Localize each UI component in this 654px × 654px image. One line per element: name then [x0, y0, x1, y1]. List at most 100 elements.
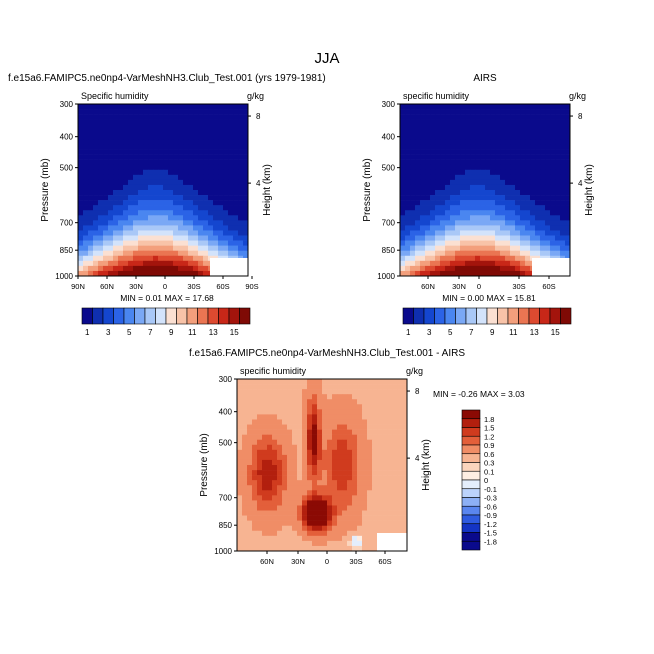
contour-cell [103, 200, 109, 206]
contour-cell [143, 129, 149, 135]
contour-cell [242, 414, 248, 420]
contour-cell [347, 490, 353, 496]
contour-cell [133, 255, 139, 262]
contour-cell [450, 184, 456, 191]
contour-cell [540, 174, 546, 181]
contour-cell [372, 520, 378, 527]
contour-cell [485, 245, 491, 252]
contour-cell [148, 260, 154, 267]
contour-cell [88, 205, 94, 211]
contour-cell [397, 470, 403, 476]
contour-cell [377, 424, 383, 430]
contour-cell [233, 230, 239, 236]
contour-cell [257, 485, 263, 491]
contour-cell [480, 144, 486, 150]
contour-cell [238, 134, 244, 140]
contour-cell [555, 240, 561, 246]
colorbar-label: 0.6 [484, 450, 494, 459]
contour-cell [400, 134, 406, 140]
contour-cell [297, 470, 303, 476]
contour-cell [83, 114, 89, 120]
contour-cell [460, 230, 466, 236]
contour-cell [193, 109, 199, 115]
contour-cell [322, 384, 328, 390]
contour-cell [272, 505, 278, 511]
contour-cell [237, 485, 243, 491]
contour-cell [540, 250, 546, 257]
contour-cell [387, 409, 393, 415]
contour-cell [505, 149, 511, 155]
contour-cell [322, 505, 328, 511]
y-tick-label: 700 [219, 494, 233, 503]
contour-cell [103, 225, 109, 231]
contour-cell [148, 225, 154, 231]
contour-cell [252, 384, 258, 390]
contour-cell [490, 104, 496, 110]
contour-cell [337, 530, 343, 537]
contour-cell [178, 129, 184, 135]
contour-cell [143, 190, 149, 196]
contour-cell [337, 525, 343, 532]
contour-cell [485, 205, 491, 211]
contour-cell [118, 240, 124, 246]
contour-cell [193, 255, 199, 262]
contour-cell [277, 470, 283, 476]
contour-cell [382, 515, 388, 521]
contour-cell [163, 129, 169, 135]
contour-cell [565, 134, 571, 140]
contour-cell [535, 144, 541, 150]
contour-cell [223, 129, 229, 135]
contour-cell [530, 245, 536, 252]
contour-cell [560, 169, 566, 176]
contour-cell [465, 134, 471, 140]
contour-cell [372, 545, 378, 552]
contour-cell [228, 119, 234, 125]
contour-cell [153, 245, 159, 252]
contour-cell [495, 144, 501, 150]
contour-cell [405, 270, 411, 277]
contour-cell [505, 174, 511, 181]
contour-cell [402, 404, 408, 410]
contour-cell [168, 215, 174, 221]
contour-cell [372, 540, 378, 547]
contour-cell [387, 490, 393, 496]
contour-cell [108, 205, 114, 211]
contour-cell [213, 109, 219, 115]
contour-cell [242, 444, 248, 451]
contour-cell [262, 459, 268, 466]
contour-cell [322, 414, 328, 420]
contour-cell [113, 139, 119, 145]
contour-cell [415, 184, 421, 191]
contour-cell [525, 235, 531, 241]
contour-cell [362, 480, 368, 486]
contour-cell [322, 429, 328, 435]
contour-cell [83, 215, 89, 221]
contour-cell [485, 265, 491, 272]
contour-cell [277, 384, 283, 390]
contour-cell [387, 429, 393, 435]
contour-cell [243, 164, 249, 171]
contour-cell [430, 235, 436, 241]
contour-cell [317, 439, 323, 446]
contour-cell [108, 245, 114, 252]
contour-cell [178, 159, 184, 166]
contour-cell [352, 465, 358, 471]
contour-cell [530, 230, 536, 236]
contour-cell [193, 270, 199, 277]
contour-cell [362, 545, 368, 552]
contour-cell [510, 245, 516, 252]
contour-cell [267, 399, 273, 405]
contour-cell [505, 184, 511, 191]
y-tick-label: 500 [219, 439, 233, 448]
contour-cell [425, 250, 431, 257]
contour-cell [138, 240, 144, 246]
contour-cell [397, 490, 403, 496]
contour-cell [485, 109, 491, 115]
contour-cell [440, 124, 446, 130]
contour-cell [322, 545, 328, 552]
contour-cell [555, 200, 561, 206]
contour-cell [460, 190, 466, 196]
contour-cell [282, 384, 288, 390]
contour-cell [480, 230, 486, 236]
contour-cell [475, 210, 481, 216]
